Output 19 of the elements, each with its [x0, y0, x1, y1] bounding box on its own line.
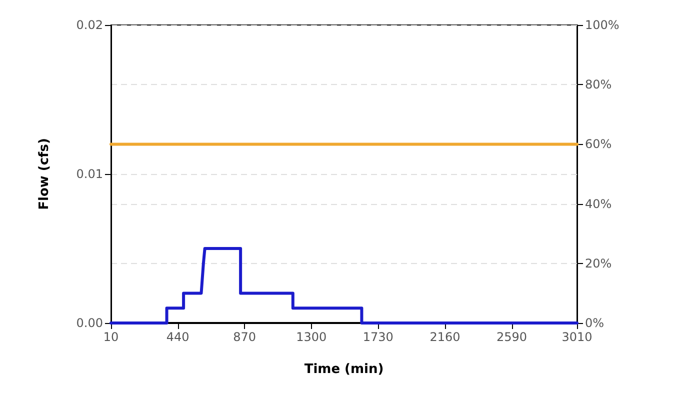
x-tick-label: 2590 — [496, 330, 528, 344]
x-tick-label: 3010 — [562, 330, 592, 344]
y2-tick-label: 100% — [585, 18, 620, 32]
x-tick-label: 2160 — [430, 330, 460, 344]
y2-tick-label: 0% — [585, 316, 604, 330]
y-tick-label: 0.00 — [76, 316, 103, 330]
x-tick-label: 440 — [166, 330, 190, 344]
y2-tick-label: 40% — [585, 196, 612, 211]
x-tick-label: 870 — [233, 330, 256, 344]
x-tick-label: 1300 — [296, 330, 327, 344]
y-tick-label: 0.02 — [76, 18, 103, 32]
y-axis-title: Flow (cfs) — [37, 138, 52, 210]
y2-tick-label: 80% — [585, 78, 612, 92]
x-tick-label: 1730 — [362, 330, 394, 344]
y2-tick-label: 20% — [585, 256, 612, 270]
y-tick-label: 0.01 — [76, 167, 103, 181]
x-axis-title: Time (min) — [304, 362, 384, 377]
x-tick-label: 10 — [103, 330, 119, 344]
y2-tick-label: 60% — [585, 137, 612, 152]
